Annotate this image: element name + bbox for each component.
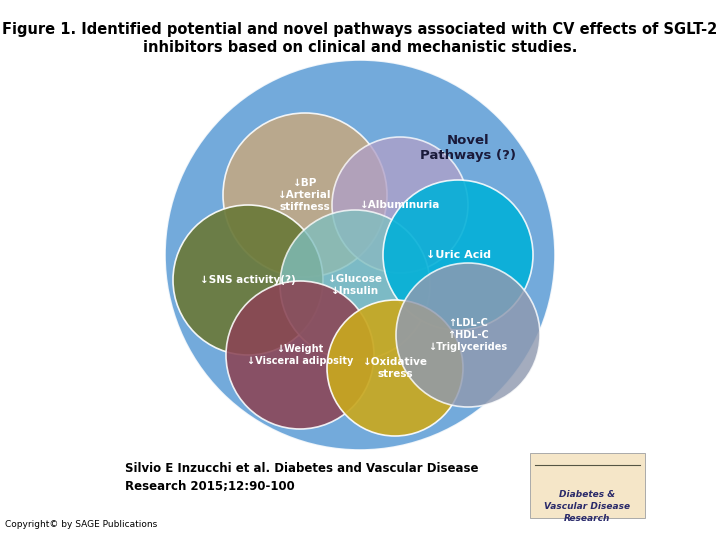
Text: ↓Uric Acid: ↓Uric Acid	[426, 250, 490, 260]
Circle shape	[383, 180, 533, 330]
Circle shape	[396, 263, 540, 407]
Circle shape	[223, 113, 387, 277]
Circle shape	[327, 300, 463, 436]
Text: ↓Oxidative
stress: ↓Oxidative stress	[362, 357, 428, 379]
Text: ↓Glucose
↓Insulin: ↓Glucose ↓Insulin	[328, 274, 382, 296]
Text: ↓Albuminuria: ↓Albuminuria	[360, 200, 440, 210]
Text: ↓Weight
↓Visceral adiposity: ↓Weight ↓Visceral adiposity	[247, 344, 354, 366]
Text: Copyright© by SAGE Publications: Copyright© by SAGE Publications	[5, 520, 157, 529]
Text: Novel
Pathways (?): Novel Pathways (?)	[420, 133, 516, 163]
Text: Silvio E Inzucchi et al. Diabetes and Vascular Disease
Research 2015;12:90-100: Silvio E Inzucchi et al. Diabetes and Va…	[125, 462, 479, 493]
Circle shape	[226, 281, 374, 429]
Text: ↑LDL-C
↑HDL-C
↓Triglycerides: ↑LDL-C ↑HDL-C ↓Triglycerides	[428, 318, 508, 353]
Text: Figure 1. Identified potential and novel pathways associated with CV effects of : Figure 1. Identified potential and novel…	[2, 22, 718, 37]
Text: ↓BP
↓Arterial
stiffness: ↓BP ↓Arterial stiffness	[278, 178, 332, 212]
Text: inhibitors based on clinical and mechanistic studies.: inhibitors based on clinical and mechani…	[143, 40, 577, 55]
Circle shape	[280, 210, 430, 360]
Text: Diabetes &
Vascular Disease
Research: Diabetes & Vascular Disease Research	[544, 490, 631, 523]
FancyBboxPatch shape	[530, 453, 645, 518]
Circle shape	[165, 60, 555, 450]
Circle shape	[173, 205, 323, 355]
Circle shape	[332, 137, 468, 273]
Text: ↓SNS activity(?): ↓SNS activity(?)	[200, 275, 296, 285]
